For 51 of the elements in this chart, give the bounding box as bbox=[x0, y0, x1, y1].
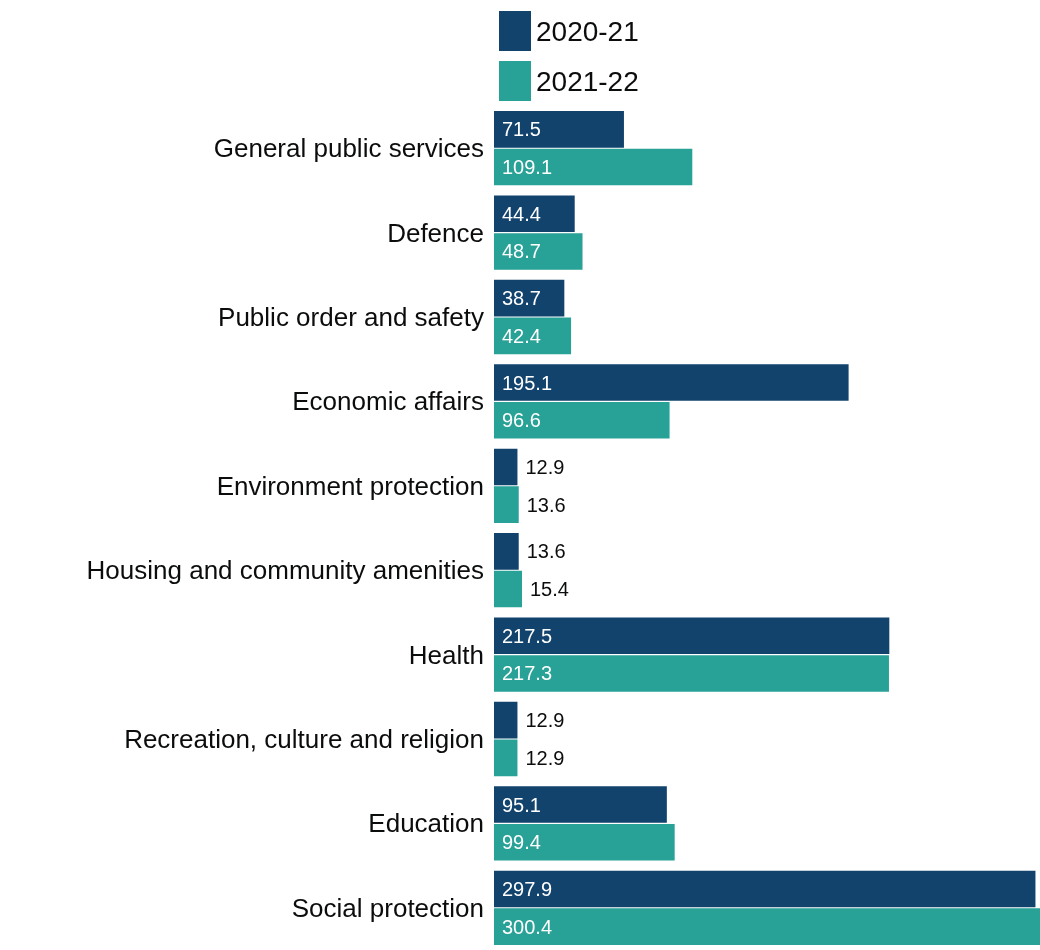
bar bbox=[494, 655, 889, 692]
bar bbox=[494, 448, 518, 486]
bar bbox=[494, 233, 583, 270]
data-label: 38.7 bbox=[502, 287, 541, 310]
data-label: 48.7 bbox=[502, 240, 541, 263]
y-tick-label: Education bbox=[368, 808, 484, 839]
y-tick-label: Housing and community amenities bbox=[86, 555, 484, 586]
data-label: 217.3 bbox=[502, 662, 553, 685]
bar bbox=[494, 908, 1040, 945]
data-label: 300.4 bbox=[502, 915, 553, 938]
y-tick-label: Economic affairs bbox=[292, 386, 484, 417]
y-tick-label: Health bbox=[408, 639, 484, 670]
bar bbox=[494, 870, 1036, 908]
data-label: 44.4 bbox=[502, 202, 541, 225]
data-label: 12.9 bbox=[525, 709, 565, 732]
bar bbox=[494, 111, 624, 148]
bar bbox=[494, 570, 522, 608]
bar bbox=[494, 148, 693, 186]
y-tick-label: General public services bbox=[213, 133, 484, 164]
data-label: 99.4 bbox=[502, 831, 541, 854]
data-label: 109.1 bbox=[502, 156, 553, 179]
bar bbox=[494, 533, 519, 570]
y-tick-label: Social protection bbox=[291, 892, 484, 923]
bar bbox=[494, 701, 518, 739]
data-label: 217.5 bbox=[502, 624, 553, 647]
data-label: 195.1 bbox=[502, 371, 553, 394]
data-label: 13.6 bbox=[526, 540, 566, 563]
bar bbox=[494, 823, 675, 861]
y-tick-label: Defence bbox=[387, 217, 484, 248]
bar bbox=[494, 364, 849, 401]
data-label: 71.5 bbox=[502, 118, 541, 141]
data-label: 12.9 bbox=[525, 746, 565, 769]
y-tick-label: Public order and safety bbox=[218, 302, 484, 332]
y-tick-label: Environment protection bbox=[216, 470, 484, 501]
data-label: 15.4 bbox=[529, 578, 569, 601]
data-label: 297.9 bbox=[502, 877, 553, 900]
bar bbox=[494, 786, 667, 823]
bar bbox=[494, 486, 519, 523]
bar bbox=[494, 317, 572, 355]
bar bbox=[494, 401, 670, 439]
data-label: 12.9 bbox=[525, 455, 565, 478]
y-tick-label: Recreation, culture and religion bbox=[124, 724, 484, 754]
bar bbox=[494, 195, 575, 233]
data-label: 13.6 bbox=[526, 493, 566, 516]
data-label: 42.4 bbox=[502, 324, 541, 347]
bar bbox=[494, 739, 518, 777]
legend-label: 2021-22 bbox=[536, 65, 639, 97]
data-label: 96.6 bbox=[502, 409, 541, 432]
legend-label: 2020-21 bbox=[536, 15, 639, 47]
data-label: 95.1 bbox=[502, 793, 541, 816]
bar bbox=[494, 617, 890, 655]
